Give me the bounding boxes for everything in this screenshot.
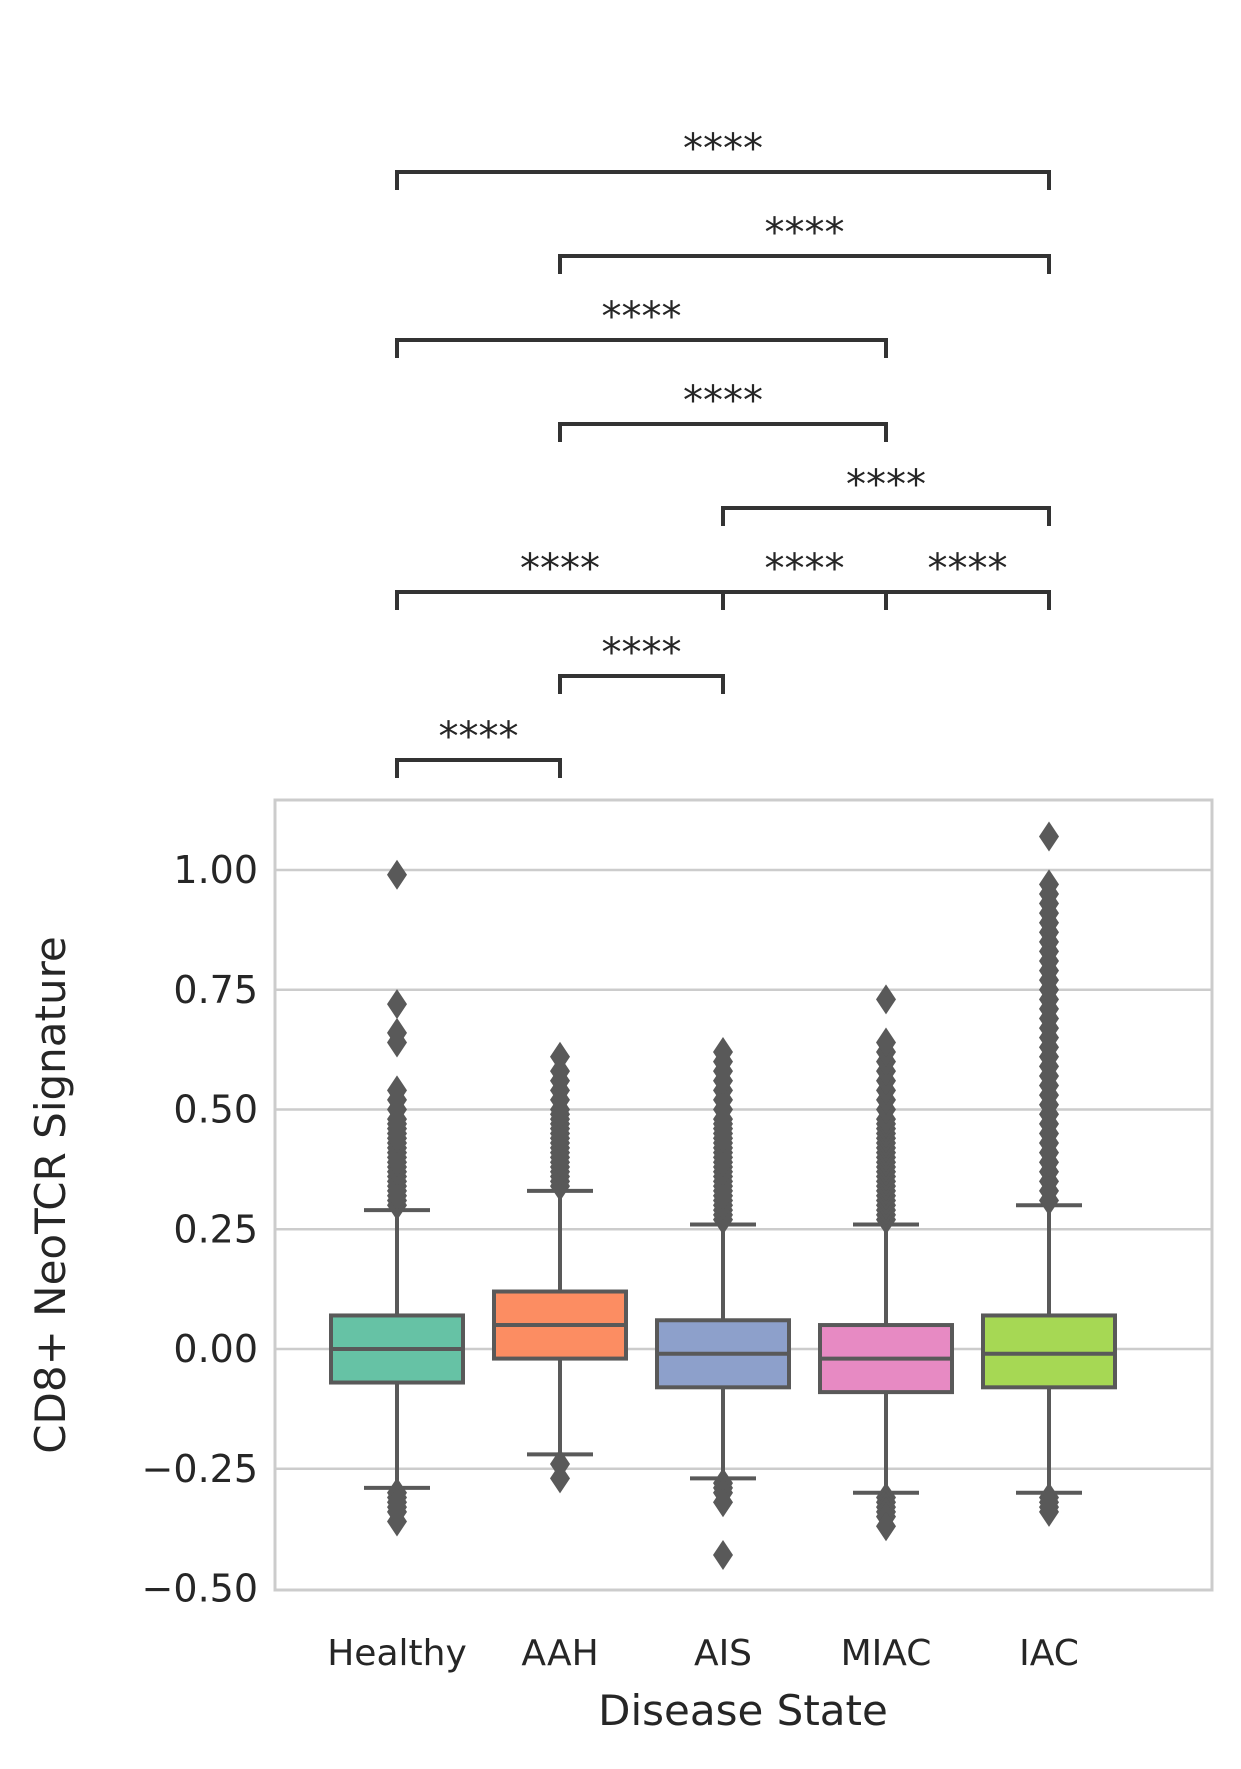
box-group-iac xyxy=(981,821,1117,1527)
box-group-aah xyxy=(492,1041,628,1494)
iqr-box xyxy=(981,1313,1117,1390)
outlier-point xyxy=(876,1027,896,1058)
x-tick-label: AAH xyxy=(521,1633,598,1674)
significance-bracket: **** xyxy=(558,630,725,694)
significance-bracket: **** xyxy=(884,546,1051,610)
bracket-line xyxy=(721,590,888,610)
bracket-line xyxy=(558,422,888,442)
outlier-point xyxy=(876,1511,896,1542)
outlier-point xyxy=(1039,821,1059,852)
significance-bracket: **** xyxy=(395,294,888,358)
x-axis-title: Disease State xyxy=(598,1686,888,1735)
significance-bracket: **** xyxy=(721,546,888,610)
significance-bracket: **** xyxy=(395,126,1051,190)
outlier-point xyxy=(876,984,896,1015)
significance-bracket: **** xyxy=(721,462,1051,526)
outlier-point xyxy=(550,1041,570,1072)
significance-bracket: **** xyxy=(395,714,562,778)
y-axis-title: CD8+ NeoTCR Signature xyxy=(26,936,75,1454)
outlier-point xyxy=(387,859,407,890)
outlier-point xyxy=(387,1075,407,1106)
significance-label: **** xyxy=(928,546,1008,592)
significance-label: **** xyxy=(520,546,600,592)
y-tick-label: −0.25 xyxy=(142,1447,258,1491)
box-group-miac xyxy=(818,984,954,1542)
significance-label: **** xyxy=(439,714,519,760)
significance-label: **** xyxy=(765,546,845,592)
outlier-point xyxy=(387,989,407,1020)
y-tick-labels: −0.50 −0.25 0.00 0.25 0.50 0.75 1.00 xyxy=(142,848,258,1611)
significance-label: **** xyxy=(846,462,926,508)
significance-bracket: **** xyxy=(395,546,725,610)
significance-bracket: **** xyxy=(558,210,1051,274)
significance-bracket: **** xyxy=(558,378,888,442)
box-group-healthy xyxy=(329,859,465,1537)
bracket-line xyxy=(395,338,888,358)
bracket-line xyxy=(395,590,725,610)
y-tick-label: 1.00 xyxy=(173,848,258,892)
outlier-point xyxy=(1039,869,1059,900)
box-group-ais xyxy=(655,1037,791,1570)
outlier-point xyxy=(1039,1496,1059,1527)
x-tick-labels: Healthy AAH AIS MIAC IAC xyxy=(327,1633,1079,1674)
bracket-line xyxy=(395,170,1051,190)
outlier-point xyxy=(713,1539,733,1570)
outlier-point xyxy=(713,1487,733,1518)
bracket-line xyxy=(884,590,1051,610)
bracket-line xyxy=(558,674,725,694)
x-tick-label: IAC xyxy=(1019,1633,1079,1674)
bracket-line xyxy=(721,506,1051,526)
x-tick-label: MIAC xyxy=(841,1633,932,1674)
x-tick-label: AIS xyxy=(694,1633,752,1674)
outlier-point xyxy=(713,1037,733,1068)
y-tick-label: 0.50 xyxy=(173,1088,258,1132)
significance-label: **** xyxy=(602,294,682,340)
y-tick-label: 0.25 xyxy=(173,1207,258,1251)
significance-label: **** xyxy=(683,126,763,172)
outlier-point xyxy=(550,1463,570,1494)
y-tick-label: −0.50 xyxy=(142,1567,258,1611)
bracket-line xyxy=(395,758,562,778)
bracket-line xyxy=(558,254,1051,274)
plot-area-frame xyxy=(273,798,1214,1592)
significance-label: **** xyxy=(765,210,845,256)
y-tick-label: 0.75 xyxy=(173,968,258,1012)
significance-label: **** xyxy=(602,630,682,676)
significance-annotations: **************** ************************ xyxy=(395,126,1051,778)
outlier-point xyxy=(387,1017,407,1048)
x-tick-label: Healthy xyxy=(327,1633,467,1674)
boxes xyxy=(329,821,1117,1570)
y-tick-label: 0.00 xyxy=(173,1327,258,1371)
significance-label: **** xyxy=(683,378,763,424)
outlier-point xyxy=(387,1506,407,1537)
